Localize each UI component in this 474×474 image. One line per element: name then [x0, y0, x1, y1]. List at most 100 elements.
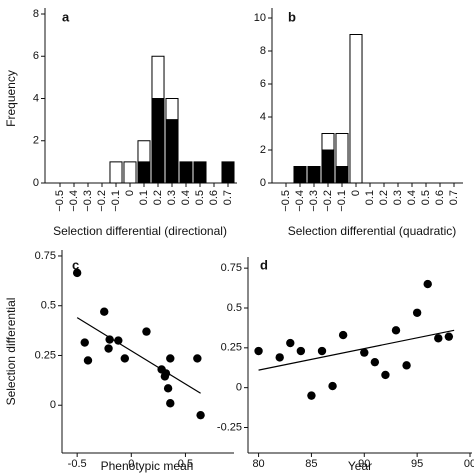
x-tick-label: 0.6	[208, 190, 220, 205]
panel-label: a	[62, 9, 70, 24]
bar	[137, 140, 151, 163]
x-tick-label: 0.7	[222, 190, 234, 205]
x-axis-label: Phenotypic mean	[101, 459, 194, 473]
x-tick-label: 85	[305, 458, 317, 470]
x-tick-label: 0.1	[138, 190, 150, 205]
bar	[165, 119, 179, 184]
point	[434, 334, 443, 343]
point	[72, 268, 82, 278]
x-tick-label: 0.6	[434, 190, 446, 205]
point	[142, 327, 151, 336]
y-tick-label: 4	[33, 92, 39, 104]
bar	[335, 166, 349, 184]
x-tick-label: 0.1	[364, 190, 376, 205]
point	[80, 338, 89, 347]
x-tick-label: 0.5	[194, 190, 206, 205]
x-tick-label: −0.5	[280, 190, 292, 212]
y-tick-label: 0.25	[221, 342, 242, 354]
point	[307, 391, 316, 400]
bar	[193, 161, 207, 184]
x-tick-label: 0.7	[448, 190, 460, 205]
x-tick-label: −0.5	[54, 190, 66, 212]
y-tick-label: 8	[260, 45, 266, 57]
point	[444, 332, 454, 341]
x-tick-label: 0.2	[152, 190, 164, 205]
point	[120, 354, 130, 363]
x-tick-label: −0.2	[96, 190, 108, 212]
y-tick-label: 2	[33, 135, 39, 147]
point	[286, 338, 295, 348]
point	[166, 354, 175, 363]
point	[402, 361, 411, 370]
point	[100, 307, 109, 316]
bar	[151, 98, 165, 184]
point	[275, 353, 284, 362]
x-tick-label: 0.5	[420, 190, 432, 205]
x-tick-label: −0.1	[336, 190, 348, 212]
bar	[151, 55, 165, 99]
bar	[335, 133, 349, 167]
bar	[349, 34, 363, 184]
bar	[307, 166, 321, 184]
x-tick-label: 0	[128, 458, 134, 470]
y-tick-label: 10	[254, 12, 266, 24]
point	[161, 369, 171, 378]
bar	[165, 98, 179, 121]
bar	[293, 166, 307, 184]
point	[391, 326, 401, 335]
x-tick-label: 0.2	[378, 190, 390, 205]
panel-label: c	[72, 257, 79, 272]
bar	[221, 161, 235, 184]
bar	[137, 161, 151, 184]
bar	[321, 149, 335, 184]
point	[166, 399, 175, 408]
point	[83, 356, 93, 365]
y-tick-label: 6	[260, 78, 266, 90]
x-tick-label: 0.3	[392, 190, 404, 205]
bar	[123, 161, 137, 184]
x-tick-label: −0.4	[68, 190, 80, 212]
trend-line	[76, 317, 201, 394]
point	[105, 335, 114, 344]
y-tick-label: 0.75	[35, 250, 56, 262]
y-tick-label: 8	[33, 8, 39, 20]
x-tick-label: -0.5	[68, 458, 87, 470]
point	[381, 370, 390, 380]
y-tick-label: 4	[260, 111, 266, 123]
x-tick-label: 95	[411, 458, 423, 470]
point	[254, 346, 263, 356]
point	[412, 308, 422, 317]
x-tick-label: 0	[124, 190, 136, 196]
y-tick-label: 0.5	[41, 300, 56, 312]
y-tick-label: 0	[260, 177, 266, 189]
y-tick-label: 0	[50, 399, 56, 411]
x-tick-label: 0	[350, 190, 362, 196]
point	[423, 279, 432, 289]
bar	[109, 161, 123, 184]
y-tick-label: 0	[33, 177, 39, 189]
x-tick-label: −0.1	[110, 190, 122, 212]
point	[370, 357, 380, 367]
y-axis-label: Selection differential	[4, 298, 18, 406]
bar	[179, 161, 193, 184]
x-tick-label: −0.4	[294, 190, 306, 212]
panel-label: d	[260, 257, 268, 272]
y-tick-label: 6	[33, 50, 39, 62]
x-axis-label: Selection differential (quadratic)	[288, 224, 457, 238]
x-tick-label: 0.4	[406, 190, 418, 205]
trend-line	[258, 329, 455, 371]
point	[317, 346, 327, 356]
x-tick-label: 00	[464, 458, 474, 470]
y-tick-label: 0.5	[227, 302, 242, 314]
y-tick-label: 0.25	[35, 349, 56, 361]
x-axis-label: Selection differential (directional)	[53, 224, 227, 238]
point	[114, 336, 123, 345]
x-axis-label: Year	[348, 459, 372, 473]
y-tick-label: 2	[260, 144, 266, 156]
x-tick-label: −0.3	[308, 190, 320, 212]
point	[104, 344, 113, 353]
x-tick-label: 90	[358, 458, 370, 470]
point	[193, 354, 202, 363]
point	[296, 346, 306, 356]
